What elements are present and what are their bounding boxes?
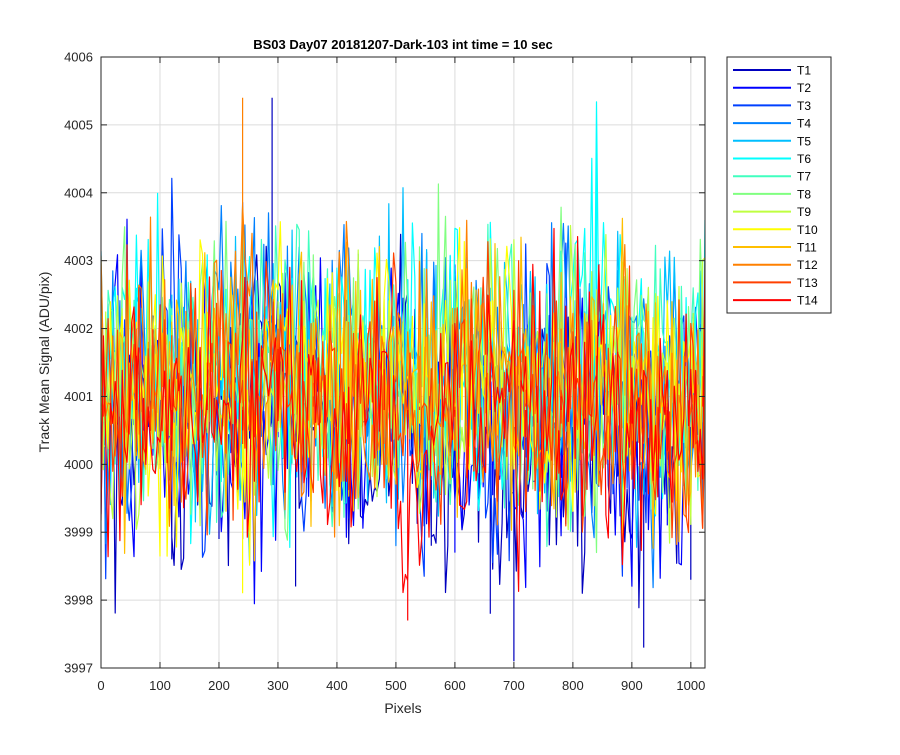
legend-label-t6: T6 xyxy=(797,152,811,166)
y-tick-label: 4003 xyxy=(64,253,93,268)
legend-label-t12: T12 xyxy=(797,258,818,272)
y-tick-label: 4004 xyxy=(64,185,93,200)
x-tick-label: 900 xyxy=(621,678,643,693)
legend-label-t3: T3 xyxy=(797,99,811,113)
legend-label-t9: T9 xyxy=(797,205,811,219)
legend-box xyxy=(726,56,832,314)
legend-label-t4: T4 xyxy=(797,117,811,131)
legend-label-t10: T10 xyxy=(797,223,818,237)
x-axis-label: Pixels xyxy=(384,700,421,716)
legend-label-t7: T7 xyxy=(797,170,811,184)
y-tick-label: 4005 xyxy=(64,117,93,132)
y-tick-label: 4001 xyxy=(64,389,93,404)
axis-ticks: 0 100 200 300 400 500 600 700 800 900 1000 3997 3998… xyxy=(64,50,705,694)
x-tick-label: 300 xyxy=(267,678,289,693)
x-tick-label: 600 xyxy=(444,678,466,693)
y-tick-label: 3998 xyxy=(64,593,93,608)
legend-label-t5: T5 xyxy=(797,134,811,148)
series-lines xyxy=(101,97,705,662)
x-tick-label: 100 xyxy=(149,678,171,693)
x-tick-label: 1000 xyxy=(676,678,705,693)
legend-label-t8: T8 xyxy=(797,187,811,201)
x-tick-label: 400 xyxy=(326,678,348,693)
x-tick-label: 200 xyxy=(208,678,230,693)
legend: T1 T2 T3 T4 T5 T6 T7 T8 T9 T10 T11 T12 T13 T14 xyxy=(726,56,832,314)
y-tick-label: 4006 xyxy=(64,50,93,65)
y-tick-label: 4002 xyxy=(64,321,93,336)
legend-label-t1: T1 xyxy=(797,64,811,78)
legend-label-t11: T11 xyxy=(797,241,817,255)
y-axis-label: Track Mean Signal (ADU/pix) xyxy=(36,272,52,453)
axes-box xyxy=(100,56,706,669)
x-tick-label: 0 xyxy=(97,678,104,693)
y-tick-label: 4000 xyxy=(64,457,93,472)
series-line-t14 xyxy=(101,227,705,621)
y-tick-label: 3999 xyxy=(64,525,93,540)
legend-label-t13: T13 xyxy=(797,276,818,290)
x-tick-label: 500 xyxy=(385,678,407,693)
chart-title: BS03 Day07 20181207-Dark-103 int time = … xyxy=(253,37,553,52)
y-tick-label: 3997 xyxy=(64,661,93,676)
legend-label-t2: T2 xyxy=(797,81,811,95)
x-tick-label: 700 xyxy=(503,678,525,693)
legend-items: T1 T2 T3 T4 T5 T6 T7 T8 T9 T10 T11 T12 T13 T14 xyxy=(733,64,818,308)
legend-label-t14: T14 xyxy=(797,294,818,308)
x-tick-label: 800 xyxy=(562,678,584,693)
